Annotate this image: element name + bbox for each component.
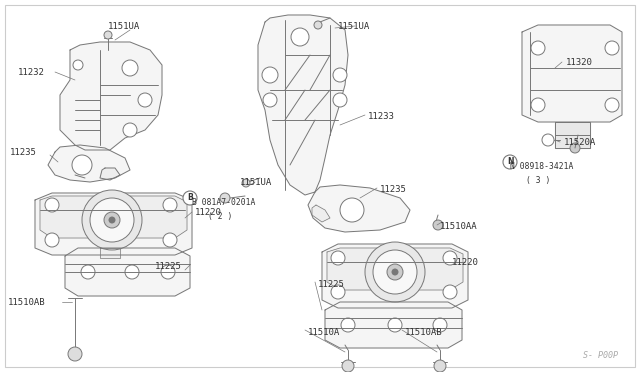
Circle shape <box>242 179 250 187</box>
Polygon shape <box>40 196 187 238</box>
Text: N 08918-3421A: N 08918-3421A <box>510 162 573 171</box>
Text: S- P00P: S- P00P <box>583 351 618 360</box>
Circle shape <box>72 155 92 175</box>
Polygon shape <box>322 244 468 308</box>
Circle shape <box>388 318 402 332</box>
Circle shape <box>434 360 446 372</box>
Circle shape <box>90 198 134 242</box>
Text: 11520A: 11520A <box>564 138 596 147</box>
Circle shape <box>262 67 278 83</box>
Circle shape <box>183 191 197 205</box>
Text: ( 3 ): ( 3 ) <box>526 176 550 185</box>
Circle shape <box>331 251 345 265</box>
Circle shape <box>163 198 177 212</box>
Text: B 081A7-0201A: B 081A7-0201A <box>192 198 255 207</box>
Text: 11220: 11220 <box>195 208 222 217</box>
Circle shape <box>138 93 152 107</box>
Circle shape <box>220 193 230 203</box>
Circle shape <box>291 28 309 46</box>
Circle shape <box>125 265 139 279</box>
Polygon shape <box>100 168 120 180</box>
Circle shape <box>331 285 345 299</box>
Circle shape <box>365 242 425 302</box>
Polygon shape <box>65 248 190 296</box>
Polygon shape <box>312 205 330 222</box>
Text: 11225: 11225 <box>318 280 345 289</box>
Text: B: B <box>187 193 193 202</box>
Text: 11510AB: 11510AB <box>8 298 45 307</box>
Polygon shape <box>258 15 348 195</box>
Polygon shape <box>325 302 462 348</box>
Circle shape <box>82 190 142 250</box>
Text: N: N <box>507 157 513 167</box>
Circle shape <box>443 251 457 265</box>
Circle shape <box>387 264 403 280</box>
Circle shape <box>570 143 580 153</box>
Circle shape <box>531 98 545 112</box>
Text: 11510AB: 11510AB <box>405 328 443 337</box>
Circle shape <box>109 217 115 223</box>
Text: 1151UA: 1151UA <box>108 22 140 31</box>
Text: 11235: 11235 <box>10 148 37 157</box>
Text: 11232: 11232 <box>18 68 45 77</box>
Polygon shape <box>522 25 622 122</box>
Circle shape <box>333 68 347 82</box>
Text: 1151UA: 1151UA <box>338 22 371 31</box>
Circle shape <box>45 233 59 247</box>
Circle shape <box>342 360 354 372</box>
Polygon shape <box>555 122 590 148</box>
Text: 11233: 11233 <box>368 112 395 121</box>
Circle shape <box>433 318 447 332</box>
Circle shape <box>531 41 545 55</box>
Text: ( 2 ): ( 2 ) <box>208 212 232 221</box>
Circle shape <box>443 285 457 299</box>
Circle shape <box>73 60 83 70</box>
Circle shape <box>81 265 95 279</box>
Polygon shape <box>35 193 192 255</box>
Text: 11220: 11220 <box>452 258 479 267</box>
Circle shape <box>605 41 619 55</box>
Circle shape <box>163 233 177 247</box>
Circle shape <box>122 60 138 76</box>
Circle shape <box>340 198 364 222</box>
Circle shape <box>263 93 277 107</box>
Circle shape <box>392 269 398 275</box>
Text: 11235: 11235 <box>380 185 407 194</box>
Text: 11225: 11225 <box>155 262 182 271</box>
Circle shape <box>503 155 517 169</box>
Circle shape <box>314 21 322 29</box>
Text: 11510AA: 11510AA <box>440 222 477 231</box>
Circle shape <box>542 134 554 146</box>
Circle shape <box>123 123 137 137</box>
Circle shape <box>45 198 59 212</box>
Circle shape <box>373 250 417 294</box>
Polygon shape <box>60 42 162 150</box>
Circle shape <box>104 212 120 228</box>
Circle shape <box>605 98 619 112</box>
Circle shape <box>341 318 355 332</box>
Polygon shape <box>48 145 130 182</box>
Polygon shape <box>100 248 120 258</box>
Polygon shape <box>308 185 410 232</box>
Text: 11320: 11320 <box>566 58 593 67</box>
Polygon shape <box>327 248 463 290</box>
Circle shape <box>433 220 443 230</box>
Text: 11510A: 11510A <box>308 328 340 337</box>
Circle shape <box>161 265 175 279</box>
Circle shape <box>104 31 112 39</box>
Circle shape <box>333 93 347 107</box>
Text: 1151UA: 1151UA <box>240 178 272 187</box>
Circle shape <box>68 347 82 361</box>
